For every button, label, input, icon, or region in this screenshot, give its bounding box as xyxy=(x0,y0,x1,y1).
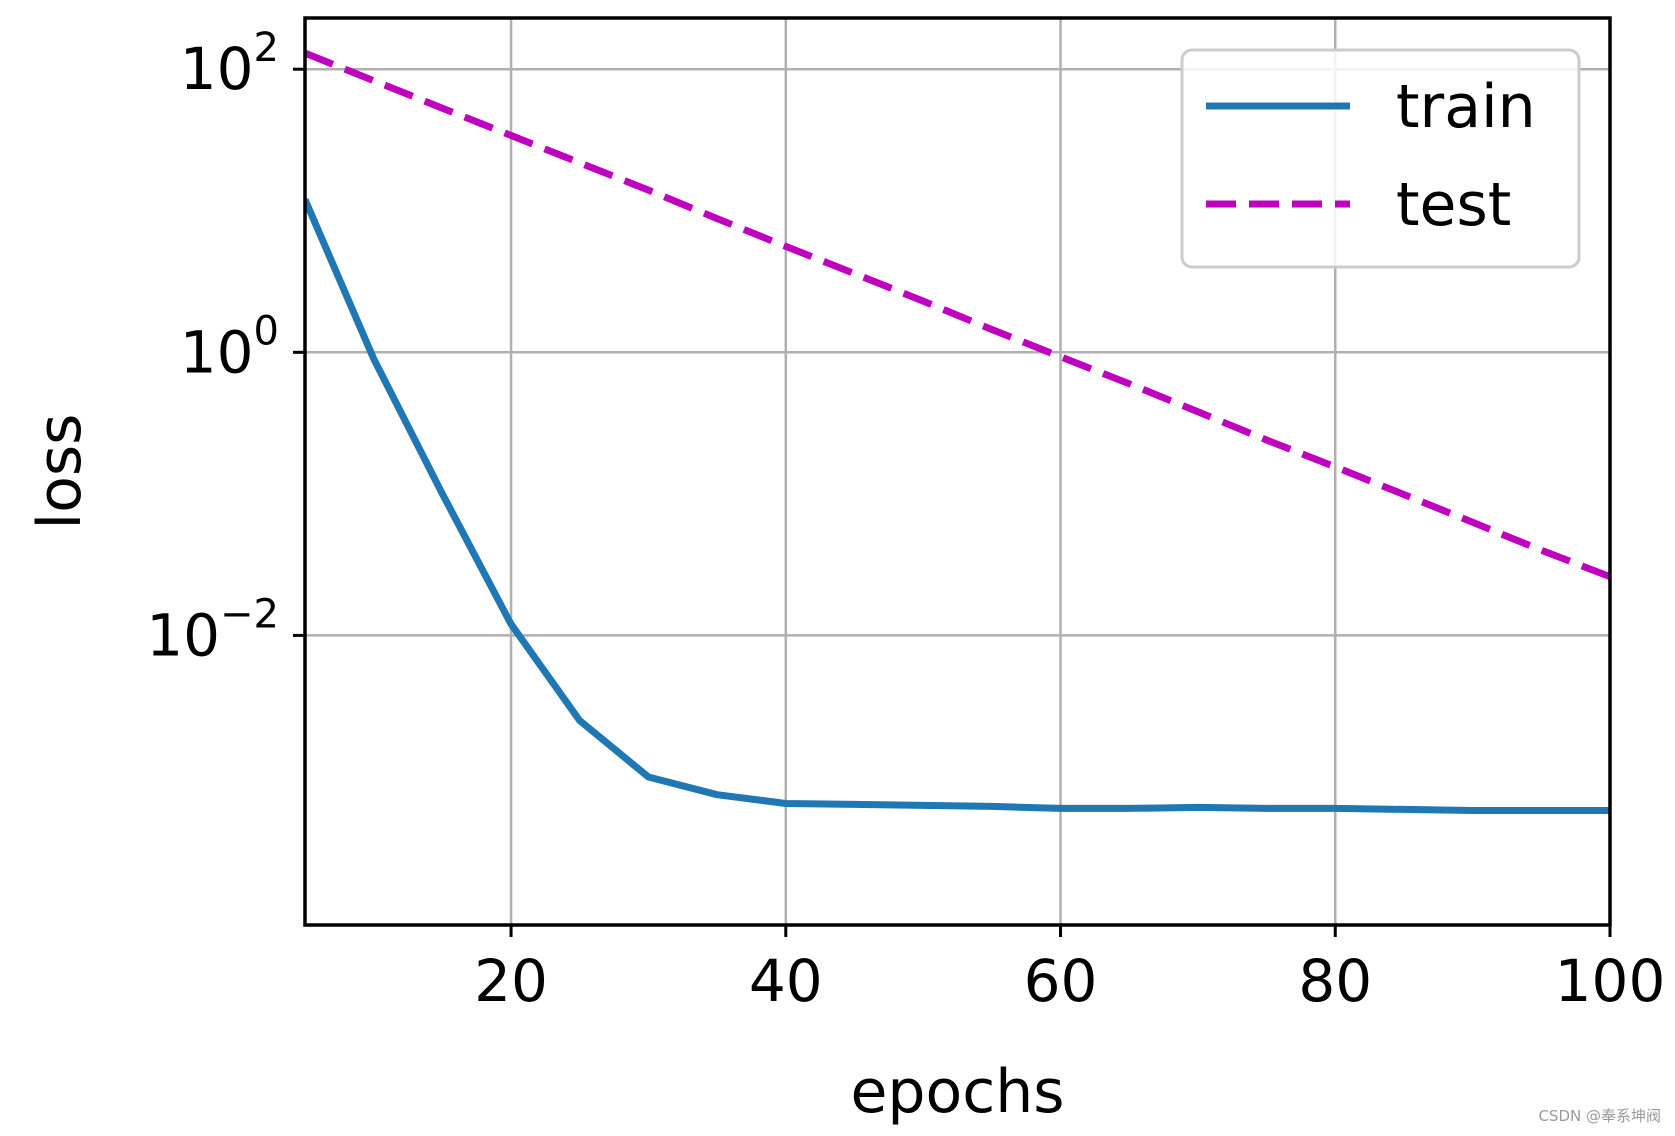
series-line-test xyxy=(305,49,1610,580)
x-tick-label: 40 xyxy=(749,947,823,1015)
y-tick-label: 100 xyxy=(180,308,279,386)
series-lines xyxy=(305,49,1610,814)
x-tick-label: 80 xyxy=(1298,947,1372,1015)
legend: train test xyxy=(1180,48,1581,269)
legend-label-train: train xyxy=(1396,72,1536,142)
x-axis-ticks: 20 40 60 80 100 xyxy=(474,925,1665,1015)
x-tick-label: 100 xyxy=(1555,947,1666,1015)
y-axis-label: loss xyxy=(25,414,95,530)
plot-frame xyxy=(303,16,1612,927)
legend-label-test: test xyxy=(1396,170,1511,240)
x-tick-label: 20 xyxy=(474,947,548,1015)
watermark: CSDN @奉系坤阀 xyxy=(1538,1107,1661,1125)
x-axis-label: epochs xyxy=(851,1057,1065,1127)
y-axis-ticks: 102 100 10−2 xyxy=(146,25,305,669)
y-tick-label: 10−2 xyxy=(146,591,279,669)
series-line-train xyxy=(305,198,1610,814)
x-tick-label: 60 xyxy=(1024,947,1098,1015)
y-tick-label: 102 xyxy=(180,25,279,103)
